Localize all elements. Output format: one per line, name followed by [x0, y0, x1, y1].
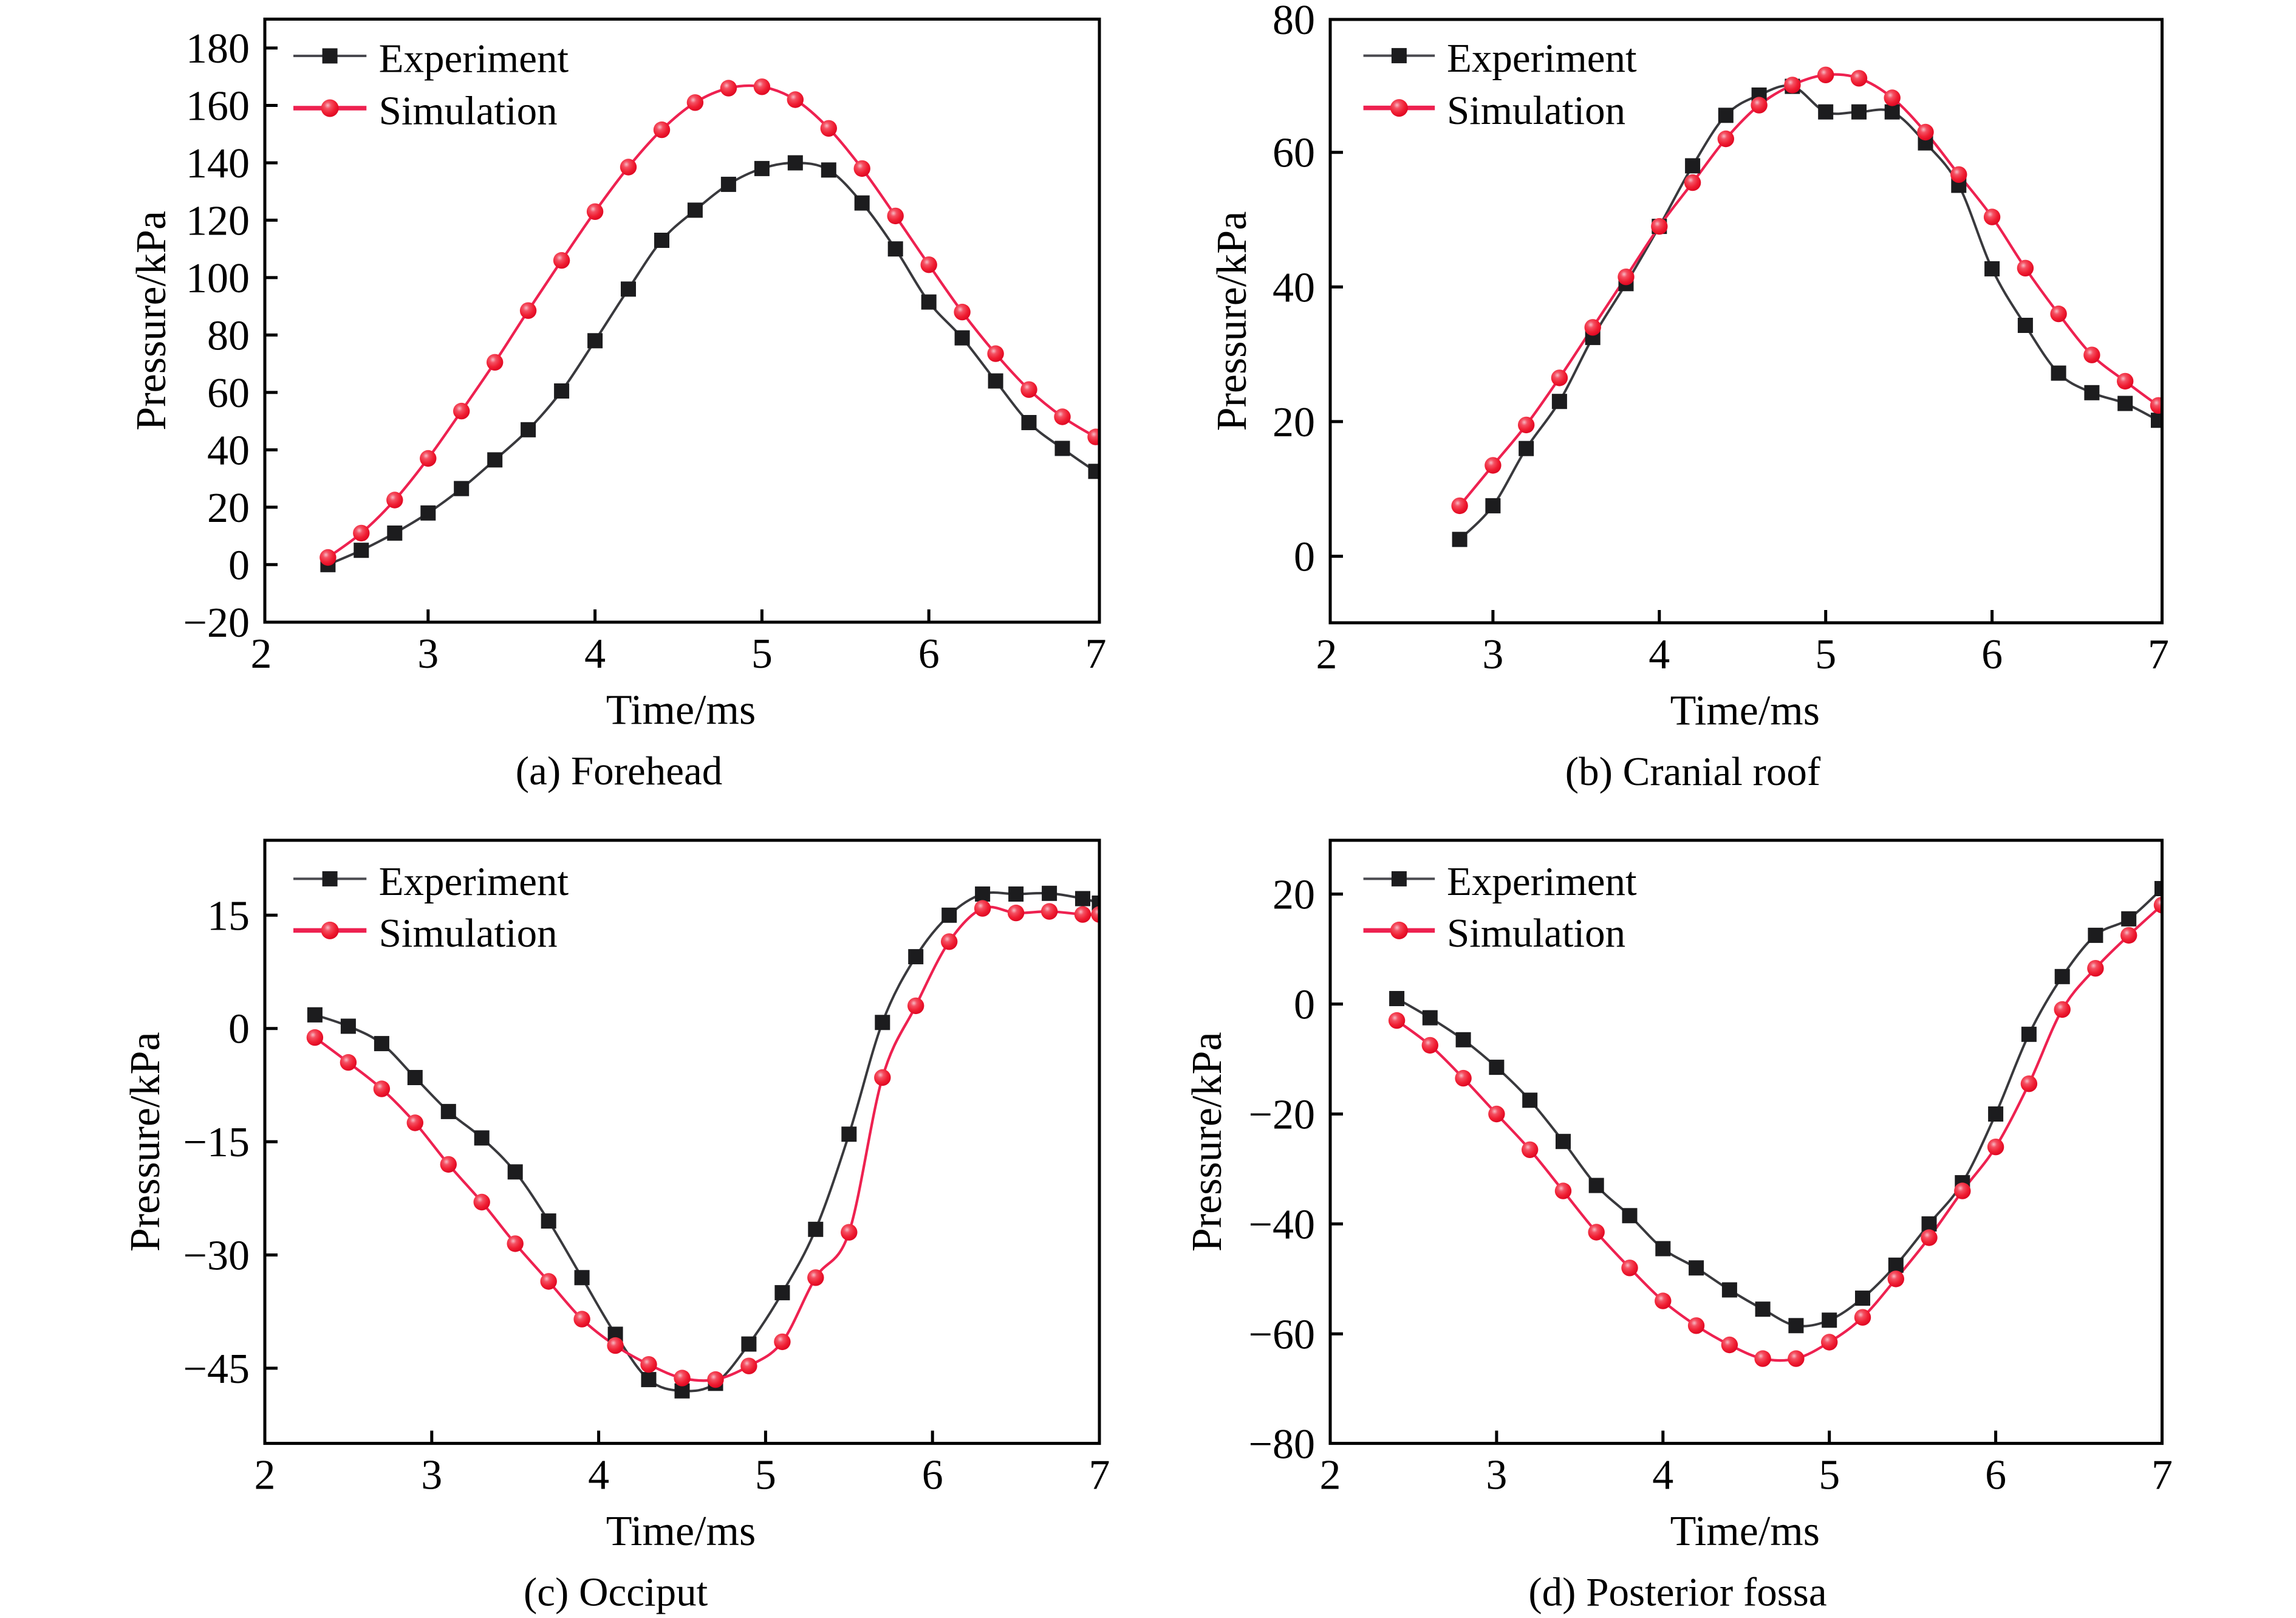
svg-text:6: 6: [922, 1452, 943, 1499]
svg-text:Experiment: Experiment: [379, 36, 569, 81]
svg-text:(b) Cranial roof: (b) Cranial roof: [1565, 749, 1821, 794]
svg-text:4: 4: [1649, 631, 1670, 678]
svg-text:6: 6: [1981, 631, 2003, 678]
svg-text:20: 20: [1273, 872, 1315, 919]
svg-text:Experiment: Experiment: [1447, 36, 1637, 81]
svg-text:20: 20: [207, 485, 250, 532]
svg-text:Experiment: Experiment: [379, 859, 569, 904]
svg-text:7: 7: [1085, 631, 1107, 677]
svg-text:80: 80: [1273, 0, 1315, 44]
svg-text:Simulation: Simulation: [1447, 911, 1625, 956]
svg-text:4: 4: [1652, 1452, 1673, 1499]
svg-text:120: 120: [186, 197, 250, 244]
svg-text:180: 180: [186, 26, 250, 72]
svg-text:Time/ms: Time/ms: [1670, 688, 1820, 735]
svg-text:−80: −80: [1249, 1421, 1315, 1468]
svg-text:2: 2: [1320, 1452, 1341, 1499]
svg-text:Simulation: Simulation: [379, 911, 558, 956]
svg-text:0: 0: [1294, 534, 1315, 581]
svg-text:3: 3: [417, 631, 439, 677]
svg-text:Time/ms: Time/ms: [606, 1508, 756, 1555]
svg-text:6: 6: [1985, 1452, 2006, 1499]
svg-text:5: 5: [1819, 1452, 1840, 1499]
svg-text:−20: −20: [1249, 1092, 1315, 1139]
svg-text:(c) Occiput: (c) Occiput: [524, 1570, 708, 1615]
svg-text:60: 60: [1273, 130, 1315, 177]
svg-text:−20: −20: [183, 600, 250, 646]
svg-text:Time/ms: Time/ms: [606, 687, 756, 734]
svg-text:4: 4: [588, 1452, 609, 1499]
svg-text:Pressure/kPa: Pressure/kPa: [1184, 1032, 1231, 1252]
svg-text:(d) Posterior fossa: (d) Posterior fossa: [1528, 1570, 1826, 1615]
svg-text:15: 15: [207, 893, 250, 939]
svg-text:7: 7: [2148, 631, 2169, 678]
svg-text:5: 5: [755, 1452, 776, 1499]
svg-text:40: 40: [1273, 264, 1315, 311]
svg-text:−45: −45: [183, 1346, 250, 1393]
svg-text:60: 60: [207, 370, 250, 417]
svg-text:0: 0: [228, 542, 250, 589]
svg-text:Pressure/kPa: Pressure/kPa: [128, 211, 175, 431]
svg-text:7: 7: [2151, 1452, 2173, 1499]
svg-text:3: 3: [421, 1452, 442, 1499]
svg-text:3: 3: [1486, 1452, 1507, 1499]
svg-text:−30: −30: [183, 1233, 250, 1280]
svg-text:(a) Forehead: (a) Forehead: [516, 749, 722, 794]
svg-text:Pressure/kPa: Pressure/kPa: [1209, 211, 1256, 431]
svg-text:20: 20: [1273, 399, 1315, 446]
svg-text:Time/ms: Time/ms: [1670, 1508, 1820, 1555]
svg-text:Experiment: Experiment: [1447, 859, 1637, 904]
svg-text:Simulation: Simulation: [1447, 88, 1625, 133]
svg-text:2: 2: [255, 1452, 276, 1499]
svg-text:140: 140: [186, 140, 250, 187]
svg-text:Simulation: Simulation: [379, 89, 558, 134]
svg-text:0: 0: [1294, 982, 1315, 1029]
svg-text:Pressure/kPa: Pressure/kPa: [122, 1032, 169, 1252]
svg-text:−15: −15: [183, 1119, 250, 1166]
svg-text:2: 2: [251, 631, 272, 677]
svg-text:0: 0: [228, 1006, 250, 1053]
svg-text:5: 5: [1815, 631, 1836, 678]
svg-text:160: 160: [186, 83, 250, 130]
svg-text:6: 6: [918, 631, 940, 677]
svg-text:7: 7: [1089, 1452, 1110, 1499]
svg-text:4: 4: [584, 631, 606, 677]
svg-text:−40: −40: [1249, 1201, 1315, 1248]
svg-text:40: 40: [207, 427, 250, 474]
svg-text:3: 3: [1482, 631, 1503, 678]
svg-text:5: 5: [751, 631, 773, 677]
svg-text:−60: −60: [1249, 1311, 1315, 1358]
svg-text:100: 100: [186, 255, 250, 302]
svg-text:2: 2: [1316, 631, 1338, 678]
svg-text:80: 80: [207, 312, 250, 359]
